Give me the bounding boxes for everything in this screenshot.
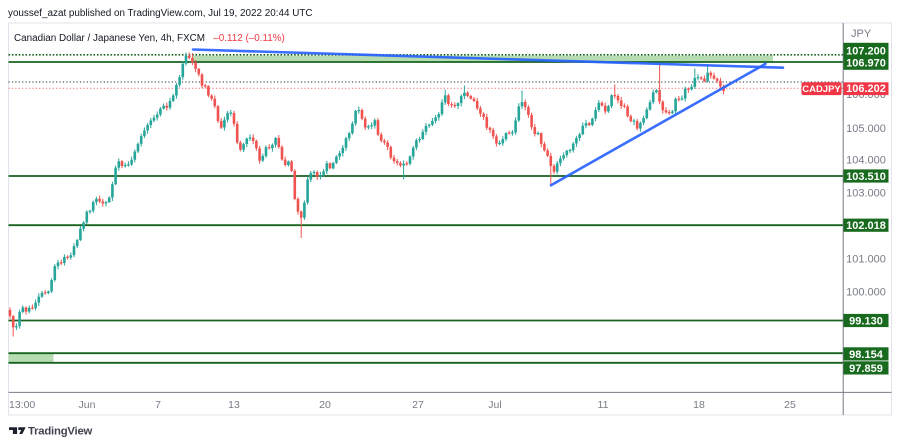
svg-text:Jun: Jun [79,399,96,411]
svg-text:97.859: 97.859 [849,363,883,375]
svg-text:Jul: Jul [488,399,501,411]
svg-text:TradingView: TradingView [28,425,93,437]
svg-text:98.154: 98.154 [849,349,884,361]
svg-text:106.202: 106.202 [846,83,886,95]
svg-text:CADJPY: CADJPY [802,84,841,95]
svg-text:13:00: 13:00 [9,399,35,411]
svg-text:107.200: 107.200 [846,45,886,57]
svg-text:JPY: JPY [851,28,872,40]
svg-text:7: 7 [155,399,161,411]
svg-text:100.000: 100.000 [846,286,886,298]
svg-text:105.000: 105.000 [846,123,886,135]
svg-text:102.018: 102.018 [846,220,886,232]
svg-text:99.130: 99.130 [849,315,883,327]
svg-text:13: 13 [228,399,240,411]
svg-text:106.970: 106.970 [846,58,886,70]
svg-text:25: 25 [784,399,796,411]
svg-text:18: 18 [693,399,705,411]
svg-text:103.510: 103.510 [846,171,886,183]
svg-text:104.000: 104.000 [846,155,886,167]
svg-text:101.000: 101.000 [846,254,886,266]
svg-text:20: 20 [319,399,331,411]
svg-text:103.000: 103.000 [846,188,886,200]
svg-text:11: 11 [598,399,609,411]
svg-text:27: 27 [412,399,424,411]
